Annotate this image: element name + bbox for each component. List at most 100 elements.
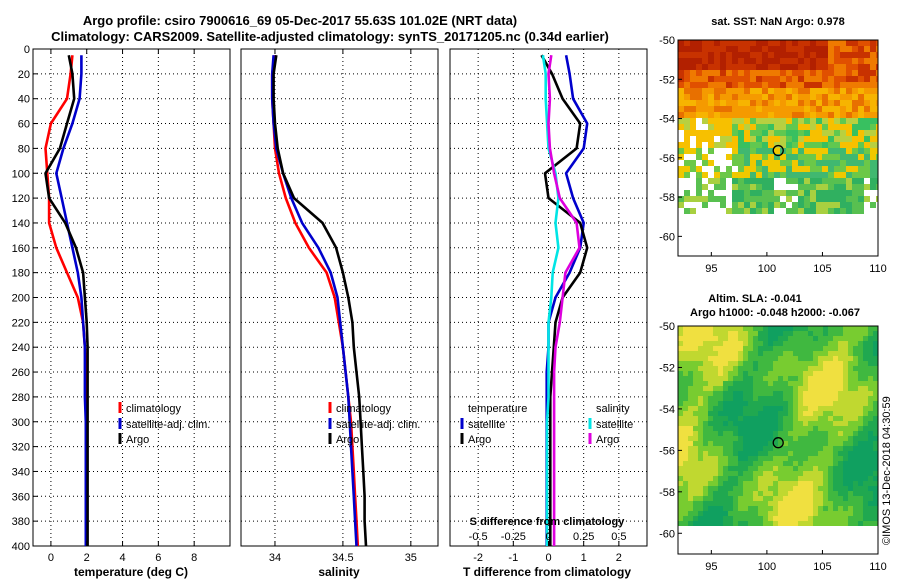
sst-cell — [762, 112, 768, 118]
sla-cell — [808, 396, 813, 401]
sla-cell — [693, 476, 698, 481]
sla-cell — [758, 371, 763, 376]
sla-cell — [678, 366, 683, 371]
sst-cell — [768, 112, 774, 118]
sst-cell — [690, 40, 696, 46]
sla-cell — [753, 371, 758, 376]
sst-cell — [780, 70, 786, 76]
sst-cell — [816, 124, 822, 130]
sla-cell — [713, 446, 718, 451]
sla-cell — [753, 376, 758, 381]
sst-cell — [714, 88, 720, 94]
sla-cell — [828, 466, 833, 471]
sla-cell — [718, 361, 723, 366]
sst-cell — [738, 100, 744, 106]
sst-cell — [720, 88, 726, 94]
sla-cell — [813, 461, 818, 466]
sst-cell — [696, 154, 702, 160]
sst-cell — [864, 160, 870, 166]
sla-cell — [713, 381, 718, 386]
sla-cell — [718, 461, 723, 466]
sla-cell — [708, 341, 713, 346]
sla-cell — [708, 376, 713, 381]
sla-cell — [743, 331, 748, 336]
sst-cell — [732, 106, 738, 112]
sst-cell — [852, 46, 858, 52]
sst-cell — [792, 172, 798, 178]
sla-cell — [713, 476, 718, 481]
sst-cell — [744, 208, 750, 214]
sst-cell — [828, 196, 834, 202]
sst-cell — [876, 64, 878, 70]
sla-cell — [818, 471, 823, 476]
sst-cell — [768, 148, 774, 154]
sla-cell — [783, 466, 788, 471]
sla-cell — [778, 451, 783, 456]
sst-cell — [870, 166, 876, 172]
sla-cell — [733, 391, 738, 396]
sst-cell — [720, 40, 726, 46]
sla-cell — [813, 391, 818, 396]
salinity-legend-climatology: climatology — [336, 403, 392, 415]
sla-cell — [683, 491, 688, 496]
sst-cell — [756, 160, 762, 166]
sla-cell — [698, 466, 703, 471]
sla-cell — [833, 471, 838, 476]
sst-cell — [774, 136, 780, 142]
sla-cell — [808, 506, 813, 511]
sla-cell — [688, 351, 693, 356]
sst-cell — [690, 130, 696, 136]
legend-sal-argo: Argo — [596, 434, 619, 446]
sst-cell — [780, 136, 786, 142]
sla-cell — [873, 381, 878, 386]
sla-cell — [808, 491, 813, 496]
sla-cell — [748, 396, 753, 401]
sla-cell — [778, 371, 783, 376]
sla-cell — [838, 411, 843, 416]
sla-cell — [738, 421, 743, 426]
sst-cell — [702, 202, 708, 208]
sst-cell — [702, 52, 708, 58]
sst-cell — [714, 196, 720, 202]
sla-cell — [678, 336, 683, 341]
imos-watermark: ©IMOS 13-Dec-2018 04:30:59 — [881, 396, 893, 545]
sla-cell — [828, 481, 833, 486]
sla-cell — [768, 381, 773, 386]
sst-cell — [846, 100, 852, 106]
sst-cell — [774, 202, 780, 208]
sst-cell — [744, 76, 750, 82]
sst-cell — [834, 124, 840, 130]
sla-cell — [773, 516, 778, 521]
sla-cell — [823, 446, 828, 451]
sla-cell — [833, 421, 838, 426]
sla-cell — [873, 516, 878, 521]
sla-cell — [678, 361, 683, 366]
sst-cell — [744, 70, 750, 76]
sst-cell — [732, 124, 738, 130]
sst-cell — [714, 106, 720, 112]
sst-argo-position-marker — [772, 144, 784, 157]
sst-cell — [870, 64, 876, 70]
sla-cell — [693, 446, 698, 451]
sla-cell — [718, 406, 723, 411]
sla-cell — [693, 356, 698, 361]
sla-cell — [693, 371, 698, 376]
sla-cell — [788, 461, 793, 466]
sst-cell — [834, 64, 840, 70]
sla-cell — [723, 341, 728, 346]
sst-cell — [780, 166, 786, 172]
sst-cell — [762, 70, 768, 76]
sla-cell — [868, 351, 873, 356]
temperature-legend-climatology: climatology — [126, 403, 182, 415]
sla-cell — [763, 331, 768, 336]
sst-cell — [708, 106, 714, 112]
sst-cell — [810, 124, 816, 130]
sla-cell — [733, 441, 738, 446]
sla-cell — [788, 396, 793, 401]
sst-cell — [762, 94, 768, 100]
sst-cell — [792, 202, 798, 208]
sla-cell — [683, 401, 688, 406]
sst-cell — [804, 148, 810, 154]
temperature-ytick-label: 340 — [12, 466, 30, 478]
sla-cell — [838, 376, 843, 381]
